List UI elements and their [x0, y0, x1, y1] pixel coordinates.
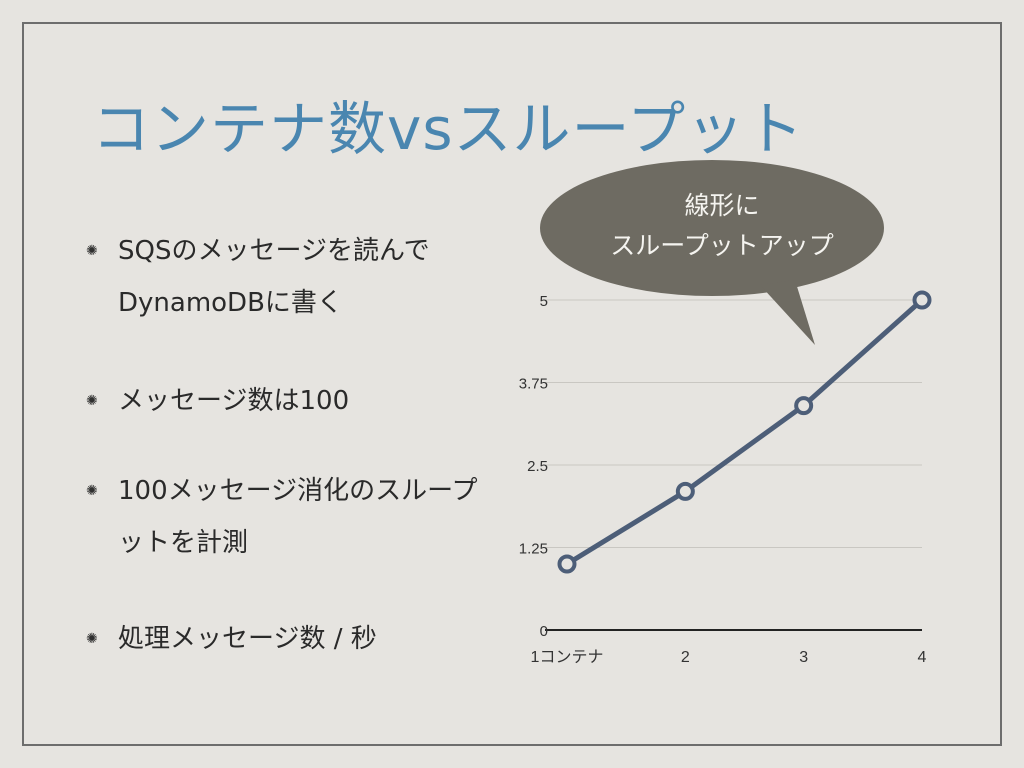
data-point — [557, 554, 577, 574]
series-line — [564, 297, 925, 567]
bullet-text: 100メッセージ消化のスループットを計測 — [118, 476, 478, 558]
bullet-item: ✺ 100メッセージ消化のスループットを計測 — [86, 465, 496, 569]
x-tick-label: 4 — [918, 649, 927, 666]
asterisk-bullet-icon: ✺ — [86, 483, 98, 499]
speech-bubble — [540, 160, 884, 345]
slide-title: コンテナ数vsスループット — [92, 95, 805, 163]
callout-line-2: スループットアップ — [610, 231, 834, 260]
x-tick-label: 3 — [799, 649, 808, 666]
data-point — [794, 396, 814, 416]
y-tick-label: 0 — [540, 623, 548, 640]
y-tick-label: 5 — [540, 293, 548, 310]
data-point — [675, 481, 695, 501]
slide-frame — [22, 22, 1002, 746]
speech-bubble-tail — [760, 280, 815, 345]
x-tick-label: 1コンテナ — [531, 649, 604, 666]
y-tick-label: 2.5 — [527, 458, 548, 475]
bullet-item: ✺ SQSのメッセージを読んでDynamoDBに書く — [86, 225, 496, 329]
callout-text: 線形に スループットアップ — [572, 186, 872, 266]
asterisk-bullet-icon: ✺ — [86, 631, 98, 647]
y-tick-label: 3.75 — [519, 376, 548, 393]
bullet-item: ✺ メッセージ数は100 — [86, 375, 496, 427]
bullet-text: 処理メッセージ数 / 秒 — [118, 624, 377, 654]
bullet-text: メッセージ数は100 — [118, 386, 350, 416]
asterisk-bullet-icon: ✺ — [86, 393, 98, 409]
y-tick-label: 1.25 — [519, 541, 548, 558]
bullet-item: ✺ 処理メッセージ数 / 秒 — [86, 613, 496, 665]
callout-line-1: 線形に — [684, 191, 760, 220]
x-tick-label: 2 — [681, 649, 690, 666]
speech-bubble-body — [540, 160, 884, 296]
bullet-text: SQSのメッセージを読んでDynamoDBに書く — [118, 236, 430, 318]
data-point — [912, 290, 932, 310]
asterisk-bullet-icon: ✺ — [86, 243, 98, 259]
